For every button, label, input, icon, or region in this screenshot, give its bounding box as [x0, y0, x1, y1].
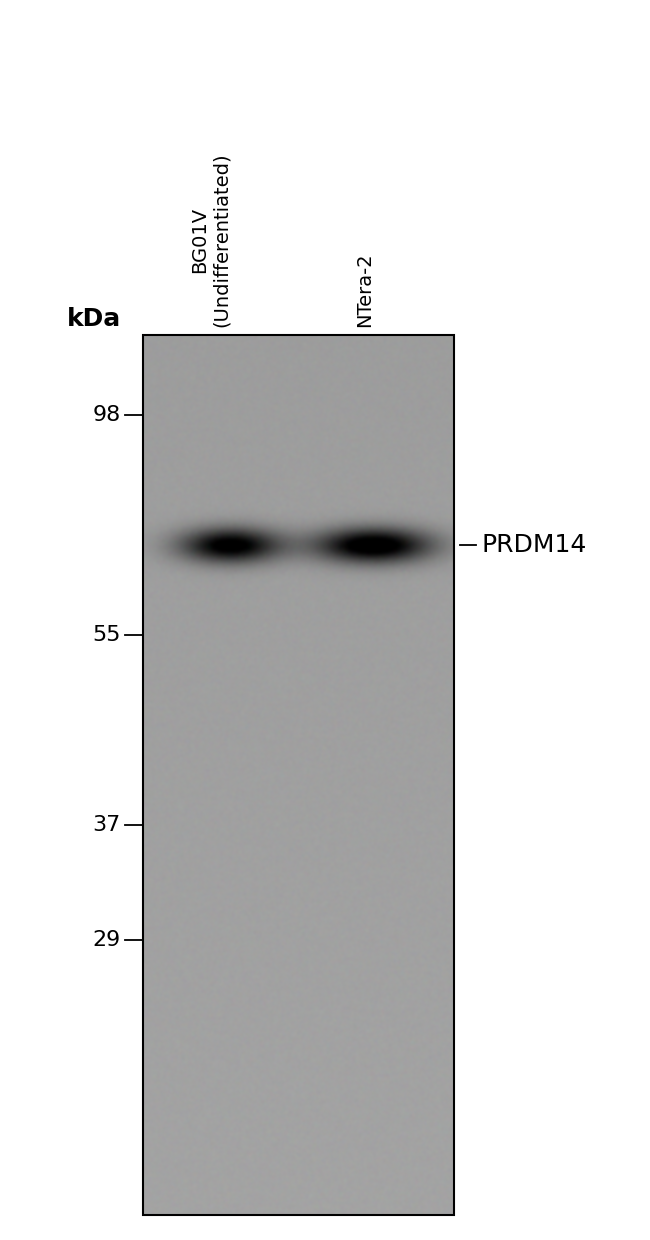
Text: 29: 29: [93, 930, 121, 950]
Text: PRDM14: PRDM14: [482, 533, 588, 557]
Text: 37: 37: [93, 815, 121, 835]
Text: kDa: kDa: [67, 308, 121, 331]
Text: BG01V
(Undifferentiated): BG01V (Undifferentiated): [190, 153, 231, 327]
Text: 98: 98: [93, 405, 121, 425]
Bar: [143, 335, 454, 1215]
Text: NTera-2: NTera-2: [355, 253, 374, 327]
Text: 55: 55: [92, 625, 121, 645]
